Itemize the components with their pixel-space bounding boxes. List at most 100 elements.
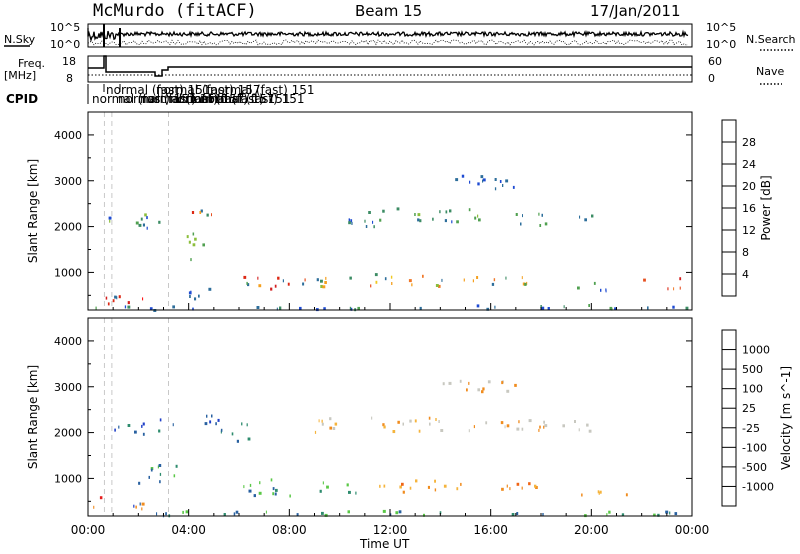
data-cell [665,510,669,514]
noise-search-line [87,39,689,46]
data-cell [329,426,333,430]
data-cell [494,187,497,191]
data-cell [141,507,143,511]
noise-left-tick-bottom: 10^0 [50,38,80,51]
data-cell [395,511,399,515]
data-cell [448,381,452,385]
colorbar-tick-label: -1000 [742,480,774,493]
x-tick-label: 12:00 [373,523,408,537]
data-cell [138,223,142,227]
colorbar-frame [721,329,737,507]
data-cell [142,422,145,426]
data-cell [200,209,203,213]
data-cell [231,432,234,436]
nave-tick-bottom: 0 [708,72,715,85]
colorbar-tick-label: 1000 [742,344,770,357]
data-cell [141,424,143,428]
station-title: McMurdo (fitACF) [93,1,257,21]
data-cell [526,281,528,285]
freq-tick-top: 18 [62,55,76,68]
data-cell [206,414,208,418]
data-cell [186,235,189,239]
data-cell [504,425,506,429]
cpid-annotation: normal (fast) 157 [170,92,274,106]
data-cell [93,505,95,509]
data-cell [204,422,208,426]
data-cell [243,485,245,489]
data-cell [443,484,447,488]
data-cell [373,225,375,229]
cpid-annotation: normal (fast) 157 [156,83,260,97]
data-cell [491,282,495,286]
data-cell [391,282,393,285]
data-cell [173,474,176,478]
data-cell [192,243,196,247]
y-axis-label: Slant Range [km] [26,365,40,469]
data-cell [600,288,602,292]
data-cell [329,417,332,421]
data-cell [346,483,349,487]
data-cell [139,502,141,506]
data-cell [438,420,440,423]
data-cell [657,513,660,517]
nave-label: Nave [756,65,784,78]
data-cell [516,427,520,431]
data-cell [159,472,162,476]
data-cell [322,285,326,289]
data-cell [476,276,479,279]
data-cell [112,299,115,303]
data-cell [609,306,613,310]
data-cell [427,485,430,489]
data-cell [500,421,504,425]
data-cell [256,306,260,309]
data-cell [209,420,212,424]
data-cell [512,185,515,189]
data-cell [399,485,402,489]
data-cell [208,287,212,291]
data-cell [647,306,649,310]
data-cell [474,216,477,220]
colorbar-tick-label: 20 [742,180,756,193]
noise-right-tick-top: 10^5 [706,21,736,34]
data-cell [348,221,351,225]
data-cell [105,296,108,300]
data-cell [509,487,511,491]
data-cell [142,297,144,301]
data-cell [417,213,421,217]
data-cell [114,295,117,299]
data-cell [414,213,416,216]
data-cell [236,439,239,443]
data-cell [158,464,162,467]
data-cell [679,277,682,281]
data-cell [318,419,320,423]
data-cell [274,284,277,288]
data-cell [190,290,192,294]
data-cell [605,289,607,293]
data-cell [382,423,385,427]
data-cell [411,283,413,287]
data-cell [211,213,212,217]
data-cell [265,510,267,514]
y-tick-label: 3000 [54,381,82,394]
data-cell [480,175,484,179]
data-cell [321,511,324,515]
colorbar-tick-label: 28 [742,136,756,149]
data-cell [383,425,386,429]
cpid-annotation: normal (fast) 157 [140,92,244,106]
data-cell [494,178,497,181]
data-cell [477,182,480,186]
data-cell [357,306,360,310]
data-cell [321,422,324,426]
colorbar-tick-label: -100 [742,441,767,454]
data-cell [223,513,226,516]
data-cell [445,210,448,214]
data-cell [368,211,371,214]
data-cell [578,428,580,432]
data-cell [438,284,441,288]
data-cell [365,225,368,228]
x-tick-label: 16:00 [473,523,508,537]
data-cell [593,281,596,285]
colorbar-tick-label: 100 [742,383,763,396]
data-cell [563,305,565,309]
data-cell [189,295,191,298]
